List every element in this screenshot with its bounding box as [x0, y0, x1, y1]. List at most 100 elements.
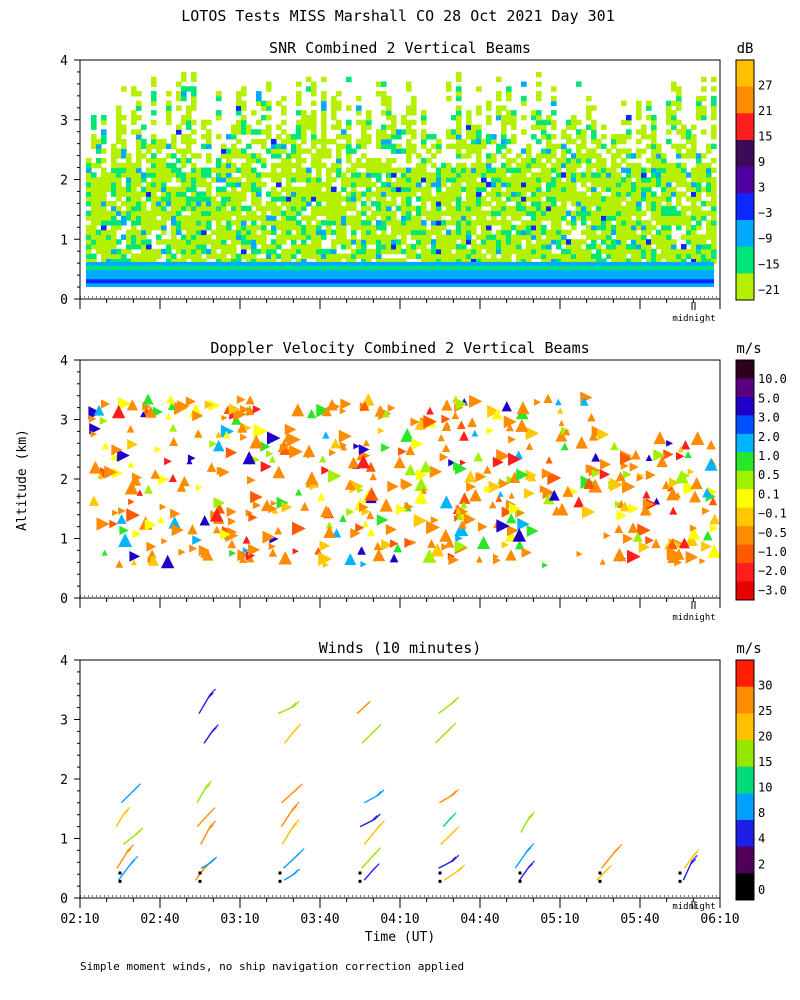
- snr-cell: [501, 220, 507, 226]
- snr-cell: [621, 191, 627, 197]
- wind-barb-flag: [453, 854, 460, 861]
- snr-cell: [531, 244, 537, 250]
- snr-cell: [686, 129, 692, 135]
- snr-cell: [321, 138, 327, 145]
- snr-cell: [191, 244, 197, 250]
- snr-cell: [666, 186, 672, 193]
- velocity-cell: [362, 520, 369, 527]
- velocity-cell: [420, 487, 428, 494]
- snr-cell: [471, 162, 477, 169]
- snr-cell: [231, 134, 237, 140]
- snr-cell: [516, 215, 522, 221]
- snr-cell: [696, 95, 702, 102]
- snr-cell: [241, 162, 247, 169]
- snr-cell: [116, 148, 122, 154]
- snr-cell: [291, 244, 297, 250]
- snr-cell: [301, 224, 307, 231]
- snr-cell: [526, 224, 532, 231]
- snr-cell: [711, 143, 717, 150]
- snr-cell: [491, 220, 497, 226]
- wind-barb-flag: [293, 726, 299, 733]
- snr-cell: [96, 162, 102, 169]
- snr-cell: [281, 234, 287, 240]
- snr-cell: [436, 205, 442, 212]
- wind-barb-flag: [128, 844, 134, 851]
- velocity-cell: [387, 404, 396, 412]
- snr-cell: [116, 196, 122, 202]
- colorbar-label: 5.0: [758, 391, 780, 405]
- snr-cell: [386, 162, 392, 169]
- snr-cell: [191, 138, 197, 145]
- snr-cell: [96, 234, 102, 240]
- snr-cell: [156, 234, 162, 240]
- snr-cell: [591, 153, 597, 159]
- velocity-cell: [268, 543, 276, 551]
- snr-cell: [671, 119, 677, 126]
- snr-cell: [561, 181, 567, 188]
- snr-cell: [271, 215, 277, 221]
- wind-barb-flag: [528, 843, 535, 849]
- snr-cell: [316, 201, 322, 207]
- snr-cell: [191, 119, 197, 126]
- snr-cell: [506, 191, 512, 197]
- snr-cell: [116, 258, 122, 264]
- snr-cell: [101, 167, 107, 173]
- winds-panel-title: Winds (10 minutes): [319, 639, 482, 657]
- snr-cell: [236, 239, 242, 245]
- velocity-cell: [340, 443, 348, 451]
- snr-cell: [386, 205, 392, 212]
- snr-cell: [321, 220, 327, 226]
- snr-cell: [271, 253, 277, 259]
- snr-cell: [536, 215, 542, 221]
- snr-cell: [586, 234, 592, 240]
- snr-cell: [406, 191, 412, 197]
- snr-cell: [696, 100, 702, 107]
- snr-cell: [151, 224, 157, 231]
- snr-cell: [196, 205, 202, 212]
- snr-cell: [406, 177, 412, 183]
- snr-cell: [311, 129, 317, 135]
- snr-cell: [516, 239, 522, 245]
- snr-cell: [636, 153, 642, 159]
- velocity-cell: [508, 502, 521, 515]
- snr-cell: [701, 177, 707, 183]
- snr-cell: [626, 244, 632, 250]
- velocity-cell: [410, 539, 417, 546]
- snr-cell: [496, 110, 502, 116]
- snr-cell: [156, 239, 162, 245]
- snr-cell: [236, 210, 242, 216]
- snr-cell: [381, 210, 387, 216]
- snr-cell: [131, 91, 137, 97]
- snr-cell: [381, 248, 387, 255]
- snr-cell: [296, 143, 302, 150]
- snr-cell: [496, 248, 502, 255]
- velocity-cell: [495, 495, 503, 502]
- velocity-cell: [115, 560, 124, 568]
- snr-cell: [301, 248, 307, 255]
- snr-cell: [661, 186, 667, 193]
- snr-cell: [246, 157, 252, 164]
- snr-cell: [581, 258, 587, 264]
- snr-cell: [526, 157, 532, 164]
- velocity-cell: [306, 408, 317, 419]
- snr-cell: [116, 162, 122, 169]
- velocity-cell: [512, 528, 527, 542]
- snr-cell: [136, 181, 142, 188]
- snr-cell: [291, 234, 297, 240]
- snr-cell: [196, 191, 202, 197]
- snr-cell: [271, 205, 277, 212]
- snr-cell: [191, 201, 197, 207]
- velocity-cell: [562, 485, 574, 497]
- wind-barb-flag: [132, 855, 139, 862]
- snr-cell: [546, 215, 552, 221]
- wind-point-marker: [118, 871, 122, 875]
- snr-cell: [451, 129, 457, 135]
- wind-barb-flag: [456, 866, 463, 873]
- snr-cell: [151, 248, 157, 255]
- snr-cell: [576, 119, 582, 126]
- snr-cell: [651, 210, 657, 216]
- snr-cell: [106, 172, 112, 178]
- snr-cell: [291, 224, 297, 231]
- colorbar-swatch: [736, 396, 754, 416]
